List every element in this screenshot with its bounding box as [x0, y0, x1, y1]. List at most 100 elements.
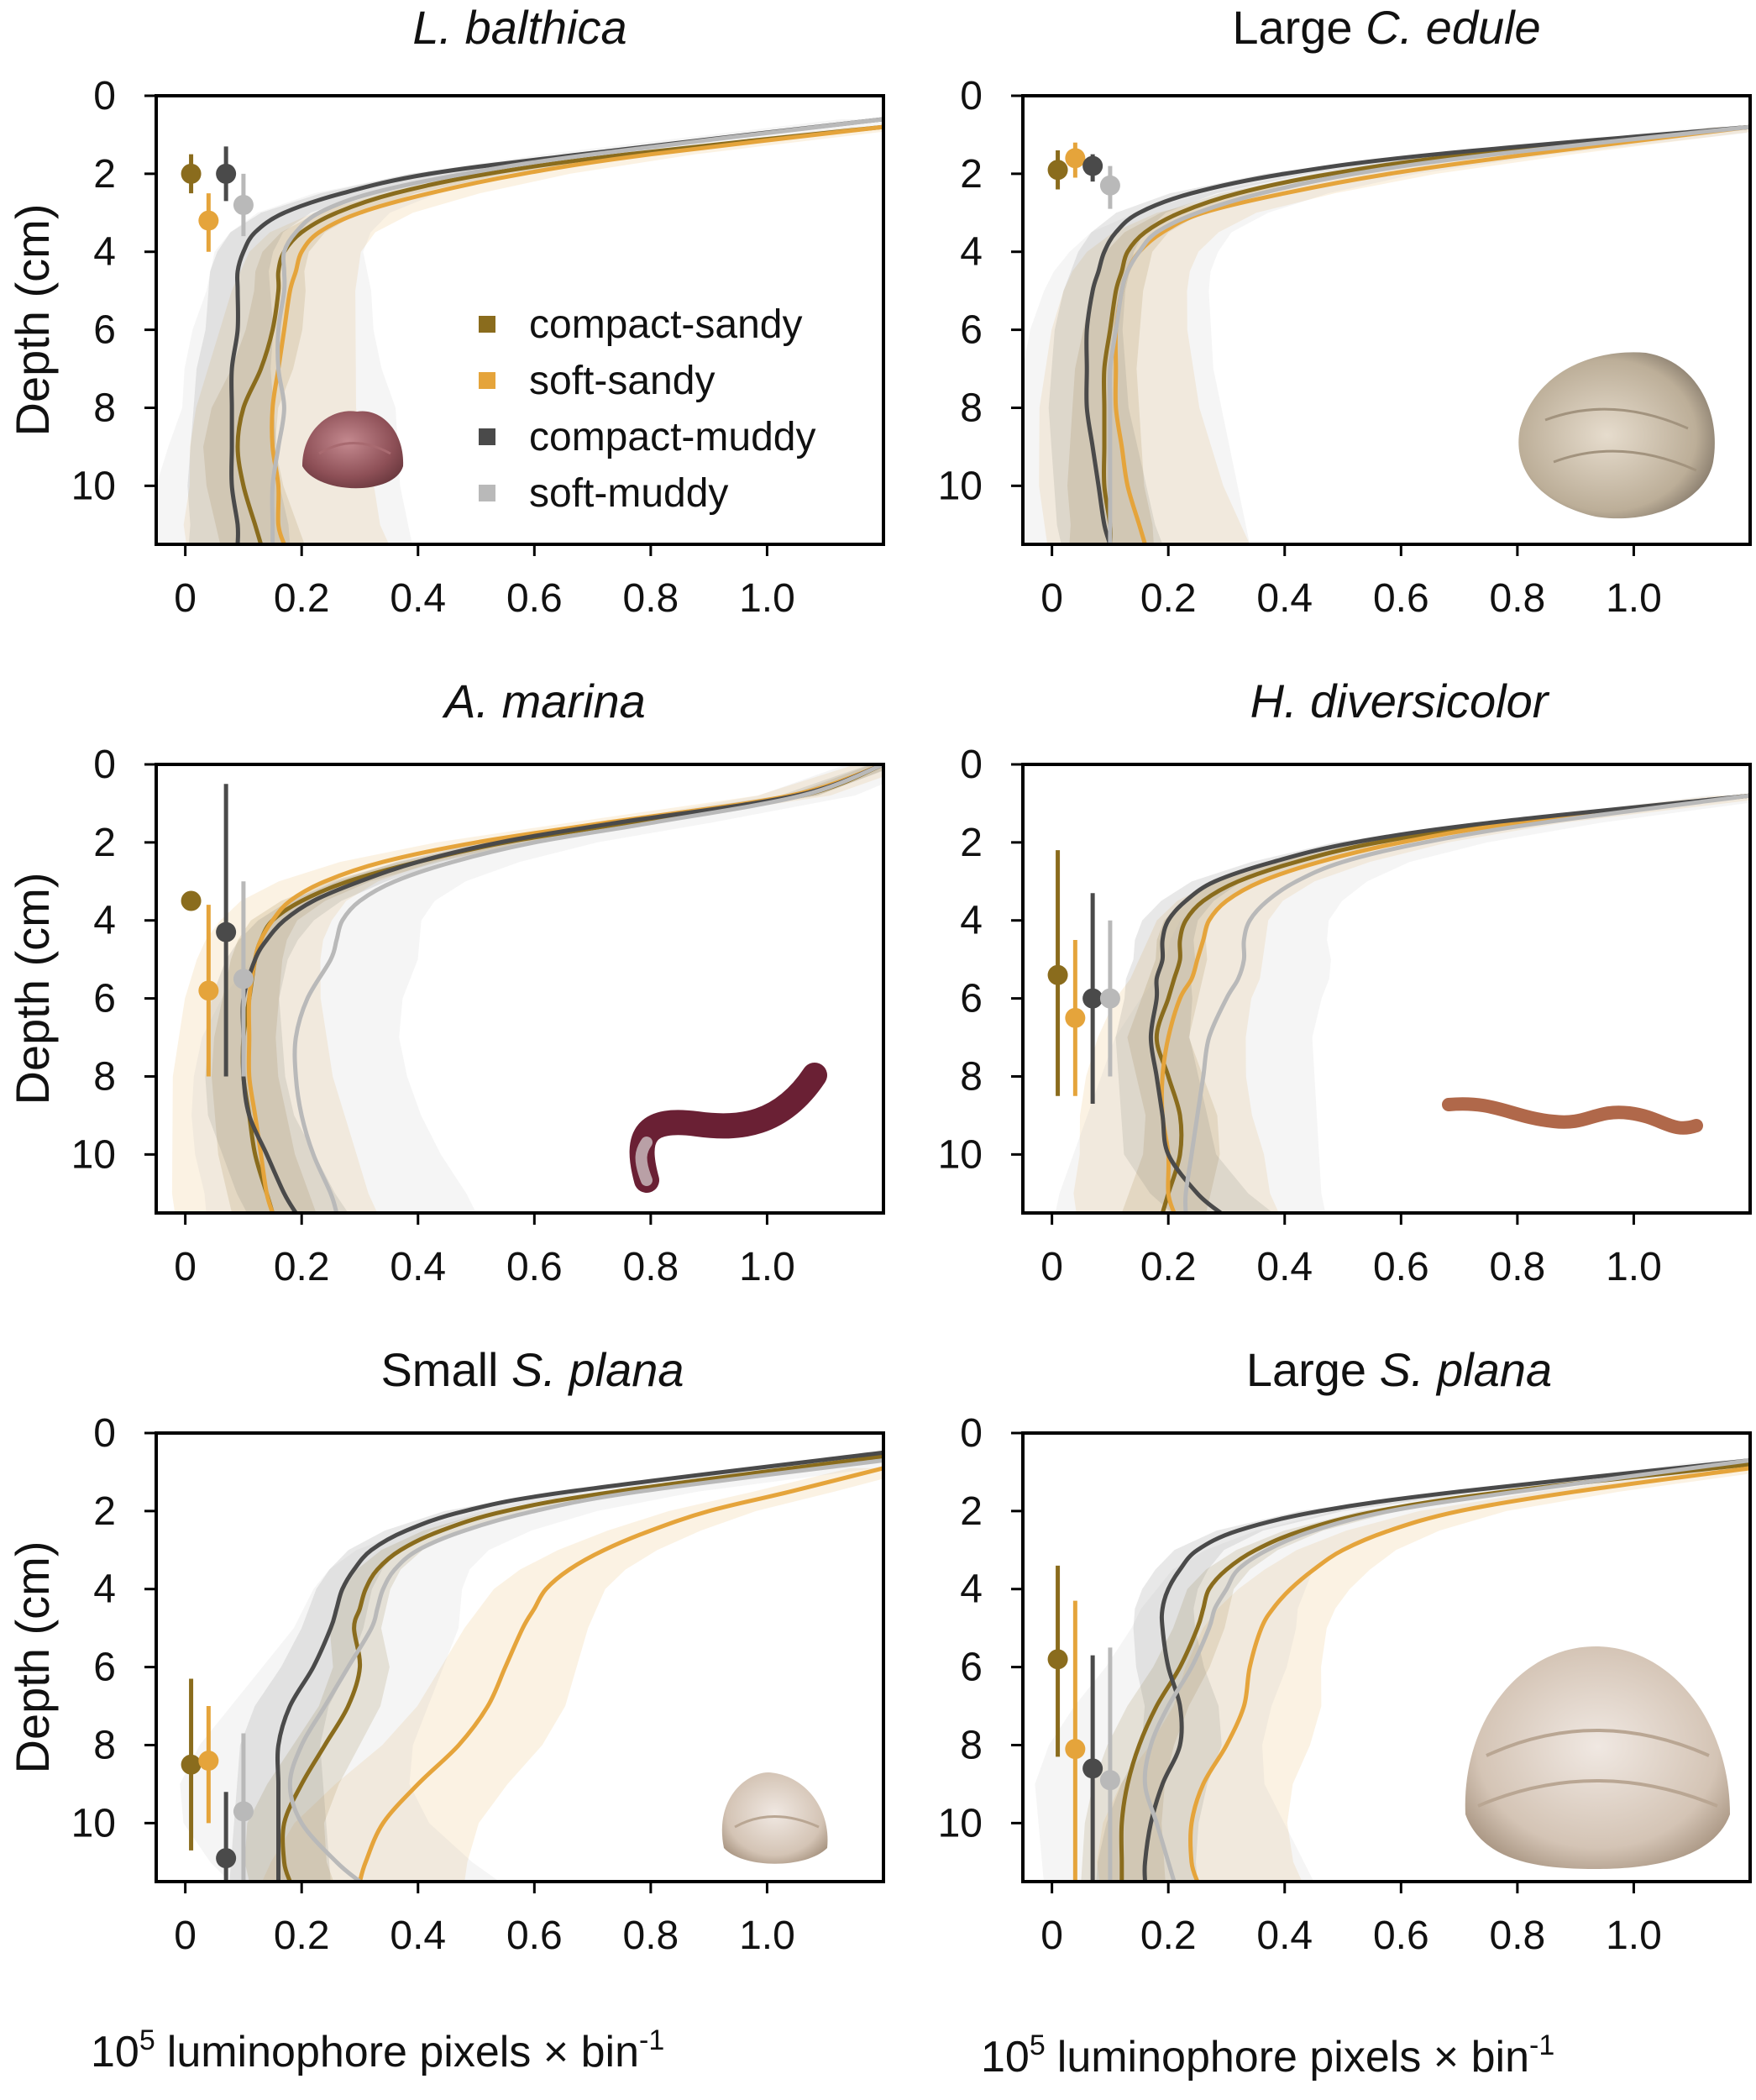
plot-frame	[155, 763, 885, 1215]
x-tick-label: 0.2	[274, 1914, 330, 1958]
mean-point-compact-muddy	[216, 163, 237, 184]
caption-bin-exponent: -1	[1529, 2029, 1554, 2061]
panel-title: H. diversicolor	[1250, 675, 1550, 727]
mean-point-soft-muddy	[233, 1801, 254, 1822]
y-tick-label: 10	[938, 464, 983, 508]
mean-point-compact-muddy	[1082, 988, 1103, 1009]
line-compact-sandy	[1154, 793, 1750, 1213]
x-tick-label: 0.6	[506, 1914, 563, 1958]
caption-base-exponent: 5	[139, 2024, 155, 2056]
mean-point-compact-muddy	[216, 921, 237, 942]
line-soft-sandy	[358, 1466, 883, 1882]
mean-point-compact-sandy	[181, 163, 202, 184]
line-compact-muddy	[240, 764, 883, 1213]
band-compact-sandy	[1067, 127, 1750, 544]
band-compact-sandy	[1121, 795, 1750, 1213]
y-axis: 0 2 4 6 8 10	[938, 743, 1023, 1177]
x-tick-label: 0.4	[390, 1914, 446, 1958]
x-axis: 0 0.2 0.4 0.6 0.8 1.0	[1040, 1213, 1662, 1289]
line-compact-sandy	[1101, 124, 1750, 544]
mean-point-soft-muddy	[1099, 1770, 1120, 1791]
y-tick-label: 0	[93, 743, 116, 787]
band-compact-sandy	[1081, 1464, 1750, 1882]
x-axis: 0 0.2 0.4 0.6 0.8 1.0	[174, 1213, 795, 1289]
mean-point-compact-sandy	[1047, 964, 1068, 985]
x-axis: 0 0.2 0.4 0.6 0.8 1.0	[1040, 1882, 1662, 1958]
x-tick-label: 0	[1040, 576, 1063, 621]
y-tick-label: 0	[93, 1411, 116, 1456]
y-tick-label: 10	[71, 1801, 116, 1845]
y-tick-label: 6	[93, 308, 116, 353]
y-tick-label: 6	[93, 977, 116, 1021]
mean-point-soft-sandy	[198, 980, 219, 1001]
x-tick-label: 0	[174, 576, 197, 621]
y-tick-label: 6	[960, 308, 983, 353]
line-compact-sandy	[235, 124, 883, 544]
y-tick-label: 2	[960, 821, 983, 865]
plot-frame	[155, 1431, 885, 1883]
line-soft-muddy	[1107, 124, 1750, 544]
y-tick-label: 8	[93, 1723, 116, 1767]
panel-h-diversicolor: H. diversicolor 0 2 4 6 8 10 0 0.2 0.4 0.6 0.8 1.0	[938, 675, 1752, 1289]
band-compact-muddy	[1048, 127, 1750, 544]
line-soft-muddy	[292, 764, 883, 1213]
x-tick-label: 0.8	[1490, 576, 1546, 621]
y-tick-label: 8	[960, 386, 983, 430]
caption-base: 10	[91, 2028, 139, 2076]
line-compact-muddy	[1084, 124, 1750, 544]
line-soft-muddy	[287, 1458, 883, 1882]
x-axis: 0 0.2 0.4 0.6 0.8 1.0	[174, 1882, 795, 1958]
x-tick-label: 0.6	[1373, 1245, 1429, 1289]
caption-bin-exponent: -1	[639, 2024, 664, 2056]
x-tick-label: 0.8	[1490, 1914, 1546, 1958]
line-compact-muddy	[275, 1450, 883, 1882]
caption-base-exponent: 5	[1030, 2029, 1046, 2061]
y-tick-label: 6	[960, 977, 983, 1021]
y-axis-label: Depth (cm)	[6, 873, 59, 1105]
inset-small-clam-shell	[721, 1772, 828, 1864]
x-tick-label: 0	[1040, 1914, 1063, 1958]
legend: compact-sandy soft-sandy compact-muddy s…	[479, 302, 815, 516]
legend-label-compact-muddy: compact-muddy	[529, 415, 815, 459]
x-tick-label: 0.4	[390, 1245, 446, 1289]
mean-depth-markers	[181, 146, 254, 252]
caption-text: luminophore pixels × bin	[167, 2028, 639, 2076]
mean-point-soft-sandy	[1065, 1007, 1086, 1028]
x-tick-label: 0.8	[623, 1914, 679, 1958]
y-tick-label: 0	[93, 74, 116, 118]
inset-ragworm	[1442, 1097, 1703, 1135]
legend-label-compact-sandy: compact-sandy	[529, 302, 802, 347]
y-tick-label: 8	[960, 1723, 983, 1767]
panel-title: A. marina	[442, 675, 646, 727]
x-tick-label: 1.0	[739, 1914, 795, 1958]
x-tick-label: 1.0	[1606, 1245, 1662, 1289]
x-tick-label: 1.0	[739, 576, 795, 621]
line-soft-sandy	[1188, 1466, 1750, 1882]
x-axis: 0 0.2 0.4 0.6 0.8 1.0	[174, 544, 795, 621]
band-compact-muddy	[187, 118, 883, 544]
y-axis-label: Depth (cm)	[6, 204, 59, 437]
inset-cockle-shell	[1518, 352, 1715, 519]
x-tick-label: 0.4	[1256, 576, 1313, 621]
panel-l-balthica: L. balthica 0 2 4 6 8 10 0 0.2 0.4 0.6 0.8 1.0 Dep…	[6, 1, 885, 621]
panel-large-c-edule: Large C. edule 0 2 4 6 8 10 0 0.2 0.4 0.6 0.8 1.0	[938, 1, 1752, 621]
y-tick-label: 2	[960, 1489, 983, 1534]
mean-point-soft-muddy	[233, 195, 254, 216]
x-axis-caption-right: 105 luminophore pixels × bin-1	[981, 2029, 1554, 2082]
y-tick-label: 4	[93, 230, 116, 275]
x-tick-label: 1.0	[739, 1245, 795, 1289]
x-tick-label: 0.6	[506, 576, 563, 621]
inset-bivalve-shell	[302, 411, 404, 489]
caption-base: 10	[981, 2033, 1030, 2082]
y-tick-label: 4	[93, 899, 116, 943]
mean-point-compact-sandy	[181, 1754, 202, 1775]
y-tick-label: 10	[938, 1132, 983, 1177]
line-compact-muddy	[1142, 1458, 1750, 1882]
y-axis: 0 2 4 6 8 10	[938, 74, 1023, 508]
x-tick-label: 0	[1040, 1245, 1063, 1289]
legend-label-soft-sandy: soft-sandy	[529, 359, 715, 403]
y-tick-label: 2	[93, 821, 116, 865]
band-soft-sandy	[171, 764, 883, 1213]
band-soft-sandy	[1073, 795, 1750, 1213]
profile-lines	[240, 764, 883, 1213]
